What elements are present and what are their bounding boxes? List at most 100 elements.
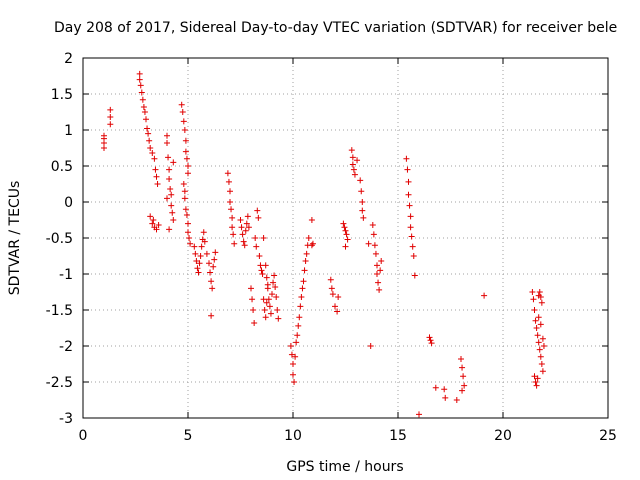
data-point (359, 207, 366, 214)
data-point (231, 240, 238, 247)
data-point (405, 178, 412, 185)
data-point (302, 258, 309, 265)
y-tick-label: -2.5 (46, 375, 73, 391)
data-point (193, 258, 200, 265)
data-point (406, 202, 413, 209)
data-point (301, 267, 308, 274)
data-point (531, 373, 538, 380)
data-point (107, 114, 114, 121)
data-point (240, 238, 247, 245)
data-point (267, 310, 274, 317)
x-tick-label: 5 (184, 428, 193, 444)
data-point (153, 226, 160, 233)
data-point (458, 355, 464, 362)
data-point (166, 226, 173, 233)
y-tick-label: 2 (64, 51, 73, 67)
data-point (253, 243, 260, 250)
data-point (260, 296, 267, 303)
data-point (378, 258, 385, 265)
data-point (244, 213, 251, 220)
data-point (481, 292, 488, 299)
data-point (403, 155, 410, 162)
data-point (186, 235, 193, 241)
data-point (427, 337, 434, 344)
data-point (538, 361, 545, 367)
data-point (374, 262, 380, 269)
data-point (299, 285, 306, 292)
data-point (170, 217, 177, 223)
data-point (305, 235, 312, 241)
data-point (428, 340, 435, 347)
data-point (146, 137, 153, 144)
data-point (293, 339, 300, 346)
data-point (295, 322, 302, 329)
data-point (168, 202, 175, 209)
data-point (365, 240, 372, 247)
data-point (340, 220, 347, 227)
data-point (200, 229, 207, 236)
data-point (180, 181, 187, 187)
data-point (416, 411, 422, 418)
axis-ticks: 0 5 10 15 20 25 -3 -2.5 -2 -1.5 -1 -0.5 0 0.5 1 1.5 2 (46, 51, 617, 444)
data-point (107, 121, 114, 128)
data-point (229, 214, 236, 221)
x-tick-label: 25 (599, 428, 617, 444)
x-axis-label: GPS time / hours (286, 459, 403, 475)
data-point (248, 285, 254, 292)
data-point (207, 269, 214, 276)
grid (83, 58, 608, 418)
data-point (405, 191, 412, 198)
data-point (288, 351, 295, 358)
data-point (256, 253, 263, 259)
data-point (535, 314, 542, 321)
y-tick-label: 1.5 (51, 87, 73, 103)
data-point (181, 188, 188, 195)
data-point (459, 364, 466, 371)
data-point (533, 382, 540, 389)
data-point (533, 325, 540, 331)
data-point (187, 240, 194, 247)
data-point (453, 397, 460, 403)
data-point (203, 250, 210, 257)
data-point (227, 188, 233, 195)
data-point (243, 220, 250, 227)
data-point (183, 211, 190, 218)
data-point (153, 173, 160, 180)
data-point (138, 89, 145, 96)
data-point (342, 227, 349, 234)
data-point (343, 231, 350, 238)
data-point (410, 253, 417, 259)
data-point (225, 178, 232, 185)
data-point (530, 296, 537, 303)
data-point (297, 303, 304, 310)
data-point (532, 379, 539, 385)
data-point (107, 106, 114, 113)
data-point (535, 339, 542, 346)
data-point (198, 243, 205, 250)
data-point (151, 155, 158, 162)
data-point (149, 220, 156, 227)
data-point (206, 260, 212, 267)
data-point (211, 256, 218, 263)
data-point (537, 321, 544, 328)
data-point (349, 161, 356, 168)
data-point (529, 289, 536, 295)
data-point (309, 240, 316, 247)
data-point (534, 332, 541, 339)
y-tick-label: -0.5 (46, 231, 73, 247)
data-point (170, 159, 177, 166)
data-point (195, 269, 202, 276)
data-point (192, 250, 199, 257)
data-point (354, 157, 361, 164)
data-point (249, 296, 256, 303)
data-point (442, 394, 449, 401)
data-point (164, 132, 170, 139)
data-point (460, 373, 467, 380)
y-tick-label: -1.5 (46, 303, 73, 319)
data-point (154, 181, 161, 187)
data-point (441, 386, 448, 393)
data-point (303, 250, 310, 257)
data-point (537, 353, 544, 360)
data-point (531, 307, 538, 313)
